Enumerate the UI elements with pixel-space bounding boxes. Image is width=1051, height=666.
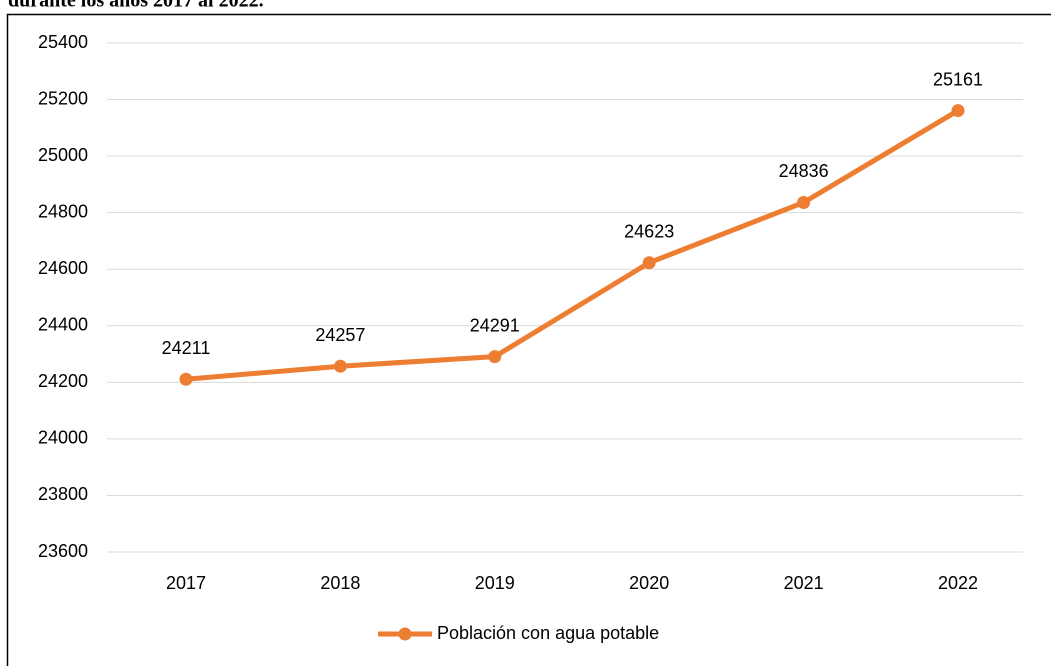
marker xyxy=(488,350,502,364)
legend-label: Población con agua potable xyxy=(437,623,659,643)
legend-marker xyxy=(398,627,412,641)
data-label: 24257 xyxy=(315,325,365,345)
data-label: 24291 xyxy=(470,315,520,335)
line xyxy=(185,108,960,382)
x-tick-label: 2018 xyxy=(320,573,360,593)
y-tick-label: 25400 xyxy=(38,32,88,52)
y-tick-label: 23600 xyxy=(38,541,88,561)
y-tick-label: 24800 xyxy=(38,201,88,221)
data-label: 25161 xyxy=(933,69,983,89)
y-tick-label: 25200 xyxy=(38,88,88,108)
data-label: 24623 xyxy=(624,221,674,241)
marker xyxy=(642,256,656,270)
y-tick-label: 24000 xyxy=(38,428,88,448)
data-label: 24836 xyxy=(779,161,829,181)
y-tick-label: 25000 xyxy=(38,145,88,165)
marker xyxy=(797,195,811,209)
x-tick-label: 2017 xyxy=(166,573,206,593)
marker xyxy=(951,104,965,118)
x-tick-label: 2022 xyxy=(938,573,978,593)
x-tick-label: 2021 xyxy=(784,573,824,593)
y-tick-label: 24400 xyxy=(38,315,88,335)
x-tick-label: 2020 xyxy=(629,573,669,593)
y-tick-label: 24600 xyxy=(38,258,88,278)
marker xyxy=(179,372,193,386)
data-label: 24211 xyxy=(162,338,211,358)
chart-border xyxy=(6,13,1051,666)
marker xyxy=(333,359,347,373)
y-tick-label: 23800 xyxy=(38,484,88,504)
y-tick-label: 24200 xyxy=(38,371,88,391)
x-tick-label: 2019 xyxy=(475,573,515,593)
caption: durante los años 2017 al 2022. xyxy=(8,0,264,12)
